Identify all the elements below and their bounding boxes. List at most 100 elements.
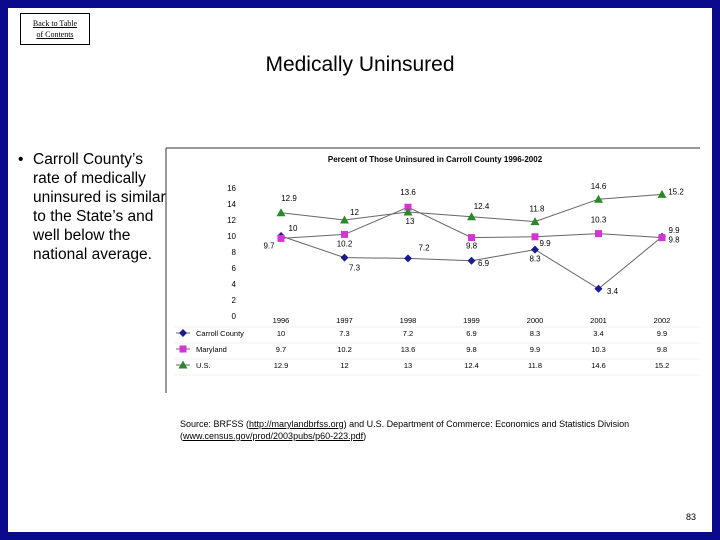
table-cell: 9.8 (657, 345, 667, 354)
x-category-label: 1998 (400, 316, 417, 325)
table-cell: 10.3 (591, 345, 606, 354)
table-cell: 13.6 (401, 345, 416, 354)
data-point-square (404, 203, 412, 211)
slide-title: Medically Uninsured (265, 53, 455, 76)
data-label: 3.4 (607, 287, 619, 296)
data-point-triangle (340, 215, 349, 224)
page-number: 83 (686, 512, 697, 522)
y-tick-label: 16 (227, 184, 236, 193)
data-label: 9.7 (263, 241, 275, 250)
x-category-label: 1999 (463, 316, 480, 325)
table-cell: 10.2 (337, 345, 352, 354)
data-point-diamond (179, 329, 187, 337)
data-point-diamond (467, 256, 476, 265)
table-cell: 9.8 (466, 345, 476, 354)
y-tick-label: 4 (232, 280, 237, 289)
slide (8, 8, 712, 532)
data-point-diamond (340, 253, 349, 262)
data-point-square (531, 233, 539, 241)
back-link-line1: Back to Table (32, 19, 78, 28)
data-point-diamond (404, 254, 412, 263)
data-label: 10 (289, 224, 298, 233)
data-point-triangle (530, 217, 540, 226)
data-label: 11.8 (530, 205, 546, 214)
data-point-triangle (403, 207, 413, 216)
data-label: 10.2 (337, 239, 353, 248)
table-cell: 8.3 (530, 329, 540, 338)
table-cell: 10 (277, 329, 285, 338)
table-cell: 9.7 (276, 345, 286, 354)
data-point-square (341, 230, 348, 238)
data-label: 9.9 (668, 226, 680, 235)
data-point-triangle (657, 189, 667, 198)
x-category-label: 1997 (336, 316, 353, 325)
table-cell: 14.6 (591, 361, 606, 370)
x-category-label: 1996 (273, 316, 290, 325)
y-tick-label: 6 (232, 264, 237, 273)
table-cell: 11.8 (528, 361, 542, 370)
source-note: Source: BRFSS (http://marylandbrfss.org)… (180, 418, 710, 442)
data-label: 9.8 (668, 236, 680, 245)
table-cell: 12.9 (274, 361, 289, 370)
y-tick-label: 10 (227, 232, 236, 241)
source-prefix: Source: BRFSS ( (180, 419, 250, 429)
data-label: 9.9 (539, 239, 551, 248)
data-point-triangle (178, 360, 188, 369)
table-cell: 7.2 (403, 329, 413, 338)
census-link[interactable]: www.census.gov/prod/2003pubs/p60-223.pdf (183, 431, 364, 441)
data-point-square (658, 234, 666, 242)
table-cell: 9.9 (657, 329, 667, 338)
data-point-diamond (531, 245, 539, 254)
legend-label: Maryland (196, 345, 227, 354)
data-label: 10.3 (591, 216, 607, 225)
data-label: 13.6 (400, 188, 416, 197)
y-tick-label: 0 (232, 312, 237, 321)
table-cell: 15.2 (655, 361, 670, 370)
data-point-triangle (467, 212, 476, 221)
data-label: 12 (350, 208, 359, 217)
table-cell: 7.3 (339, 329, 349, 338)
table-cell: 12 (340, 361, 348, 370)
bullet-text: Carroll County’s rate of medically unins… (33, 151, 166, 263)
source-suffix: ) (363, 431, 367, 441)
x-category-label: 2001 (590, 316, 607, 325)
data-label: 12.9 (281, 194, 297, 203)
y-tick-label: 2 (232, 296, 237, 305)
data-point-square (595, 230, 602, 238)
data-label: 15.2 (668, 187, 684, 196)
data-point-square (468, 234, 475, 242)
back-link-line2: of Contents (36, 30, 74, 39)
x-category-label: 2002 (654, 316, 671, 325)
table-cell: 3.4 (593, 329, 603, 338)
data-point-triangle (276, 208, 286, 217)
back-to-contents-link[interactable]: Back to Table of Contents (20, 13, 90, 45)
source-middle: ) and U.S. Department of Commerce: Econo… (180, 419, 630, 441)
data-label: 12.4 (474, 202, 490, 211)
data-label: 13 (406, 217, 415, 226)
x-category-label: 2000 (527, 316, 544, 325)
table-cell: 13 (404, 361, 412, 370)
legend-label: Carroll County (196, 329, 244, 338)
bullet-point: • Carroll County’s rate of medically uni… (18, 150, 166, 264)
data-label: 8.3 (529, 255, 541, 264)
table-cell: 12.4 (464, 361, 479, 370)
chart-title: Percent of Those Uninsured in Carroll Co… (328, 155, 543, 164)
data-label: 7.2 (418, 243, 430, 252)
data-point-square (179, 345, 187, 353)
legend-label: U.S. (196, 361, 211, 370)
data-label: 14.6 (591, 182, 607, 191)
y-tick-label: 8 (232, 248, 237, 257)
brfss-link[interactable]: http://marylandbrfss.org (249, 419, 344, 429)
table-cell: 6.9 (466, 329, 476, 338)
data-label: 6.9 (478, 259, 490, 268)
table-cell: 9.9 (530, 345, 540, 354)
data-label: 7.3 (349, 264, 361, 273)
bullet-icon: • (18, 151, 24, 168)
data-point-triangle (594, 194, 603, 203)
data-label: 9.8 (466, 242, 478, 251)
y-tick-label: 12 (227, 216, 236, 225)
data-point-square (277, 234, 285, 242)
data-point-diamond (594, 284, 603, 293)
y-tick-label: 14 (227, 200, 236, 209)
